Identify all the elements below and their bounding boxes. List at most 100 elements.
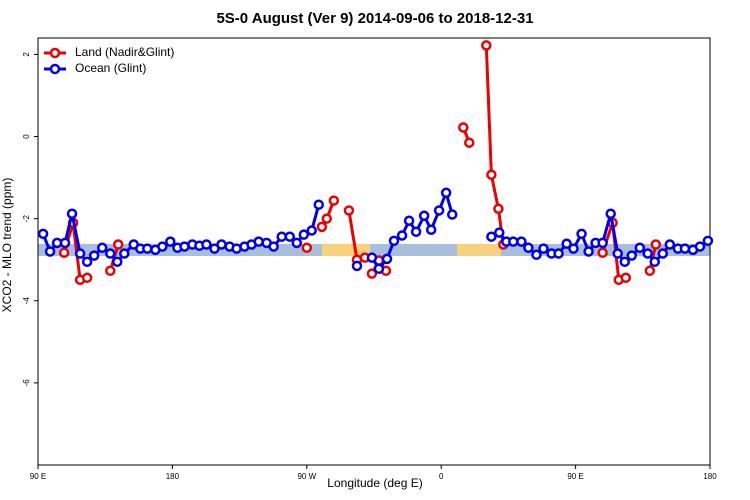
point (664, 239, 676, 250)
point (301, 242, 313, 254)
point (568, 243, 579, 254)
point (291, 237, 303, 249)
point (366, 268, 378, 279)
y-axis-label: XCO2 - MLO trend (ppm) (0, 178, 14, 313)
legend-label: Ocean (Glint) (75, 61, 146, 75)
point (561, 238, 572, 249)
point (284, 231, 296, 242)
point (650, 239, 662, 250)
point (58, 247, 70, 258)
legend-marker (49, 47, 61, 59)
point (523, 242, 534, 254)
x-axis-label: Longitude (deg E) (327, 476, 422, 490)
point (612, 248, 623, 259)
point (410, 226, 422, 238)
point (88, 250, 100, 261)
point (112, 256, 123, 268)
point (626, 250, 637, 261)
point (702, 235, 714, 247)
y-tick-label: 0 (22, 134, 31, 139)
point (433, 205, 445, 216)
point (597, 247, 608, 258)
point (486, 231, 497, 242)
point (576, 228, 587, 240)
point (112, 239, 124, 250)
point (494, 227, 505, 238)
point (276, 231, 287, 242)
point (105, 248, 116, 259)
y-tick-label: -6 (22, 379, 31, 387)
point (634, 242, 646, 254)
land-band (457, 244, 501, 256)
point (642, 248, 653, 259)
point (59, 237, 71, 249)
x-tick-label: 180 (166, 472, 180, 481)
point (157, 241, 168, 252)
point (81, 272, 93, 284)
chart-title: 5S-0 August (Ver 9) 2014-09-06 to 2018-1… (216, 10, 533, 27)
y-tick-label: 2 (22, 52, 31, 57)
legend-label: Land (Nadir&Glint) (75, 45, 174, 59)
point (66, 208, 78, 219)
x-tick-label: 180 (703, 472, 717, 481)
point (538, 243, 549, 254)
point (425, 224, 437, 235)
point (516, 236, 527, 247)
point (418, 210, 430, 222)
plot-frame (37, 37, 711, 466)
point (493, 203, 504, 215)
point (74, 248, 86, 259)
point (553, 248, 564, 259)
y-tick-label: -2 (22, 215, 31, 223)
x-tick-label: 0 (439, 472, 444, 481)
point (306, 225, 317, 236)
x-tick-label: 90 W (297, 472, 316, 481)
point (201, 239, 212, 250)
point (313, 199, 324, 210)
x-tick-label: 90 E (567, 472, 583, 481)
point (619, 256, 630, 268)
point (366, 252, 378, 263)
point (644, 265, 656, 277)
point (447, 209, 458, 220)
point (583, 246, 594, 257)
point (388, 235, 400, 247)
point (96, 242, 108, 254)
point (268, 241, 279, 252)
point (351, 260, 363, 272)
point (605, 208, 616, 219)
point (165, 236, 176, 247)
point (328, 195, 340, 206)
point (657, 248, 669, 259)
land-band (322, 244, 370, 256)
point (343, 205, 355, 216)
point (597, 237, 608, 249)
point (44, 246, 56, 257)
point (373, 263, 385, 274)
point (649, 256, 660, 268)
point (531, 249, 542, 261)
point (37, 228, 49, 240)
point (486, 169, 497, 180)
point (316, 221, 328, 233)
point (440, 187, 452, 199)
point (403, 215, 415, 226)
point (464, 137, 475, 148)
point (508, 236, 519, 247)
point (105, 265, 116, 277)
legend-marker (49, 63, 61, 75)
point (142, 243, 153, 254)
point (298, 229, 310, 240)
point (694, 241, 706, 252)
point (253, 236, 264, 247)
x-tick-label: 90 E (30, 472, 46, 481)
y-tick-label: -4 (22, 297, 31, 305)
point (381, 253, 393, 265)
point (396, 230, 408, 241)
point (81, 256, 93, 268)
point (216, 239, 227, 250)
point (481, 40, 492, 51)
point (458, 122, 469, 133)
point (119, 248, 130, 259)
